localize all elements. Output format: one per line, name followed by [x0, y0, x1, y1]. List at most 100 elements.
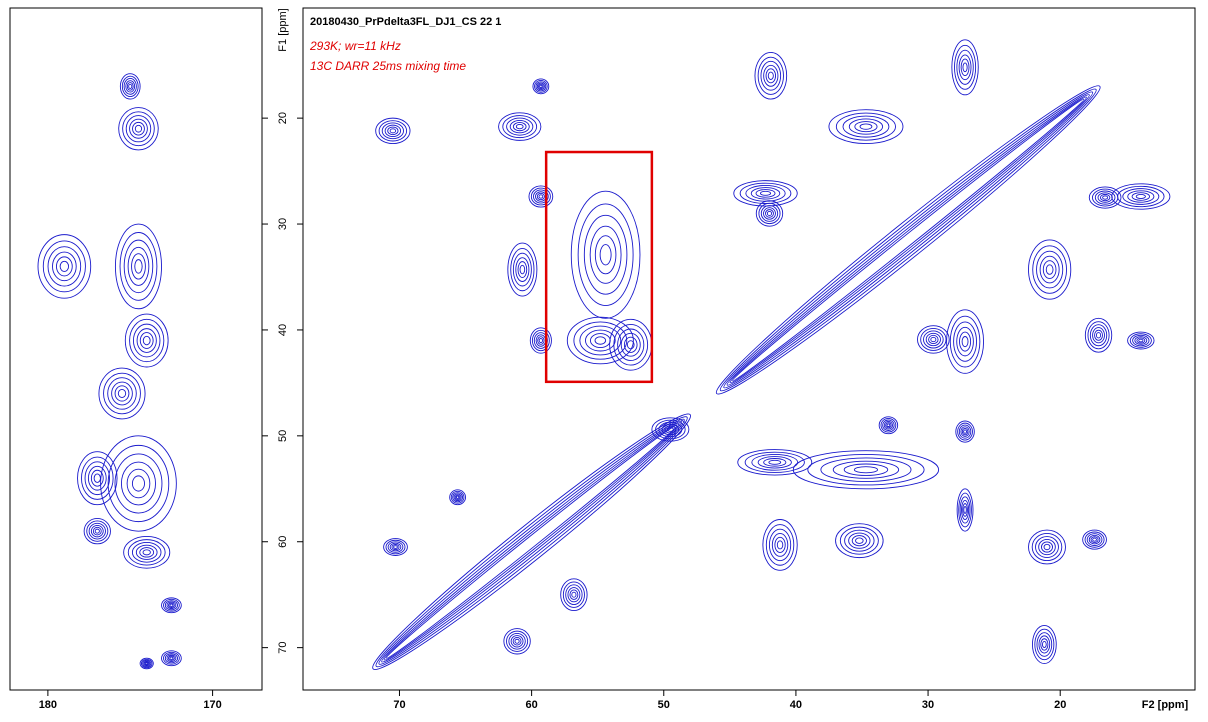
diagonal-contour	[723, 91, 1094, 389]
peak-contour	[1122, 188, 1160, 205]
peak-contour	[506, 117, 534, 136]
peak-contour	[957, 422, 973, 441]
peak-contour	[143, 660, 151, 667]
peak-contour	[135, 544, 158, 560]
peak-contour	[378, 120, 408, 142]
peak-contour	[529, 327, 552, 354]
peak-contour	[385, 539, 406, 555]
peak-contour	[387, 541, 404, 553]
peak-contour	[90, 524, 104, 538]
peak-contour	[765, 68, 777, 84]
peak-contour	[583, 214, 628, 295]
peak-contour	[1028, 239, 1072, 300]
peak-contour	[126, 468, 151, 499]
peak-contour	[1040, 541, 1053, 553]
peak-contour	[161, 650, 182, 667]
peak-contour	[169, 603, 174, 607]
annotation: 293K; wr=11 kHz	[309, 39, 401, 53]
peak-contour	[760, 60, 782, 91]
peak-contour	[132, 121, 145, 136]
peak-contour	[42, 240, 86, 293]
peak-contour	[536, 82, 545, 91]
peak-contour	[754, 52, 788, 100]
peak-contour	[129, 318, 165, 363]
title: 20180430_PrPdelta3FL_DJ1_CS 22 1	[310, 16, 501, 28]
peak-contour	[854, 121, 878, 133]
peak-contour	[391, 544, 400, 551]
peak-contour	[755, 189, 776, 198]
peak-contour	[750, 187, 781, 200]
peak-contour	[131, 253, 146, 280]
peak-contour	[1043, 543, 1051, 551]
peak-contour	[125, 115, 152, 143]
peak-contour	[139, 657, 154, 670]
peak-contour	[958, 492, 972, 528]
peak-contour	[139, 332, 154, 349]
y-tick-label: 70	[277, 642, 289, 654]
peak-contour	[733, 180, 798, 207]
annotation: 13C DARR 25ms mixing time	[310, 59, 466, 73]
peak-contour	[570, 190, 641, 319]
peak-contour	[37, 234, 92, 299]
peak-contour	[166, 601, 177, 610]
peak-contour	[167, 602, 175, 608]
x-tick-label: 30	[922, 699, 934, 711]
peak-contour	[47, 246, 82, 287]
peak-contour	[959, 331, 972, 352]
peak-contour	[609, 318, 653, 371]
peak-contour	[958, 54, 972, 81]
peak-contour	[1097, 192, 1113, 203]
peak-contour	[163, 651, 180, 665]
x-tick-label: 50	[658, 699, 670, 711]
peak-contour	[594, 336, 607, 345]
peak-contour	[589, 225, 622, 284]
peak-contour	[122, 111, 155, 147]
peak-contour	[508, 632, 526, 650]
peak-contour	[384, 124, 402, 138]
y-axis-label: F1 [ppm]	[277, 8, 289, 51]
peak-contour	[532, 78, 550, 95]
peak-contour	[1036, 250, 1064, 289]
peak-contour	[84, 461, 110, 496]
diagonal-contour	[732, 98, 1085, 382]
peak-contour	[114, 453, 163, 514]
peak-contour	[1031, 533, 1063, 562]
peak-contour	[502, 115, 538, 139]
y-tick-label: 40	[277, 324, 289, 336]
peak-contour	[613, 323, 649, 366]
peak-contour	[167, 655, 175, 661]
peak-contour	[1127, 190, 1155, 203]
peak-contour	[844, 529, 875, 552]
peak-contour	[1129, 333, 1152, 348]
peak-contour	[766, 210, 773, 216]
right-plot	[372, 39, 1171, 670]
peak-contour	[1087, 321, 1110, 350]
peak-contour	[1092, 327, 1105, 344]
peak-contour	[1041, 640, 1047, 648]
peak-contour	[839, 526, 879, 555]
y-tick-label: 50	[277, 430, 289, 442]
peak-contour	[161, 597, 182, 614]
peak-contour	[956, 49, 974, 85]
peak-contour	[169, 656, 174, 660]
peak-contour	[1038, 635, 1051, 654]
peak-contour	[560, 578, 588, 612]
peak-contour	[515, 123, 524, 130]
diagonal-contour	[381, 420, 683, 663]
peak-contour	[589, 333, 611, 348]
peak-contour	[120, 461, 156, 506]
peak-contour	[1099, 193, 1111, 202]
peak-contour	[103, 372, 141, 415]
peak-contour	[1032, 245, 1068, 294]
peak-contour	[961, 499, 970, 520]
peak-contour	[828, 109, 904, 145]
peak-contour	[820, 457, 912, 482]
peak-contour	[962, 503, 968, 517]
peak-contour	[792, 450, 940, 490]
peak-contour	[1084, 531, 1105, 548]
peak-contour	[961, 427, 969, 436]
peak-contour	[878, 416, 899, 435]
peak-contour	[620, 332, 641, 357]
peak-contour	[1088, 186, 1122, 209]
y-tick-label: 20	[277, 112, 289, 124]
